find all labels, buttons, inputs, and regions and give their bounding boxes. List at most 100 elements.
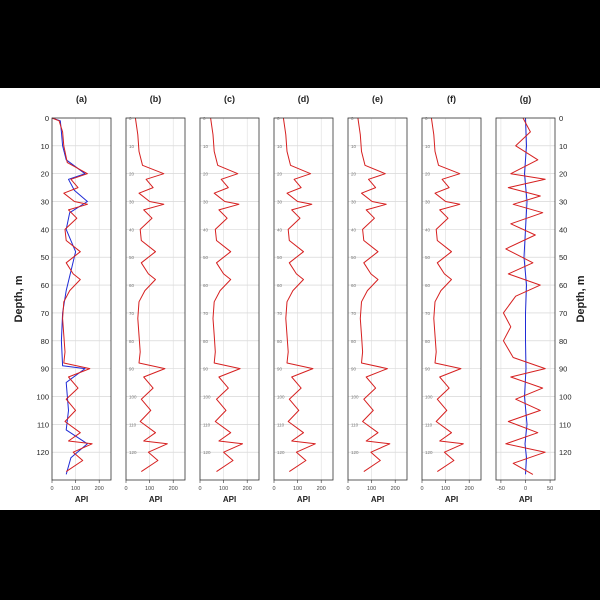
y-tick-label: 10 [559, 142, 567, 151]
y-tick-label-small: 70 [425, 311, 431, 316]
y-tick-label-small: 20 [425, 172, 431, 177]
y-tick-label: 50 [41, 253, 49, 262]
y-tick-label-small: 20 [351, 172, 357, 177]
y-tick-label-small: 90 [425, 367, 431, 372]
x-axis-label: API [75, 495, 88, 504]
panel-frame [51, 117, 112, 481]
y-tick-label-small: 90 [129, 367, 135, 372]
y-tick-label-small: 60 [277, 283, 283, 288]
panel-frame [199, 117, 260, 481]
x-axis-label: API [149, 495, 162, 504]
y-tick-label: 100 [36, 392, 49, 401]
y-tick-label-small: 50 [203, 255, 209, 260]
y-tick-label-small: 100 [129, 394, 137, 399]
series-line-c-0 [210, 117, 243, 473]
x-tick-label: 100 [367, 486, 376, 492]
y-tick-label-small: 10 [277, 144, 283, 149]
series-line-b-0 [134, 117, 168, 473]
y-tick-label-small: 30 [203, 200, 209, 205]
series-line-d-0 [282, 117, 316, 473]
y-tick-label-small: 80 [277, 339, 283, 344]
y-tick-label: 110 [559, 420, 571, 429]
figure-panel: (a) 0 100 200 API 0 10 20 30 40 50 60 70 80 90 100 110 12… [0, 88, 600, 510]
x-axis-label: API [445, 495, 458, 504]
y-tick-label-small: 50 [425, 255, 431, 260]
x-axis-label: API [223, 495, 236, 504]
y-tick-label: 0 [45, 114, 49, 123]
y-tick-label-small: 60 [203, 283, 209, 288]
y-tick-label: 10 [41, 142, 49, 151]
panel-label: (d) [298, 94, 310, 104]
y-tick-label-small: 90 [203, 367, 209, 372]
y-tick-label-small: 80 [129, 339, 135, 344]
y-tick-label-small: 10 [129, 144, 135, 149]
y-tick-label-small: 100 [351, 394, 359, 399]
x-tick-label: -50 [497, 486, 505, 492]
x-tick-label: 0 [124, 486, 127, 492]
panel-label: (a) [76, 94, 87, 104]
y-tick-label-small: 100 [425, 394, 433, 399]
panel-label: (b) [150, 94, 162, 104]
y-tick-label-small: 100 [203, 394, 211, 399]
series-line-f-0 [430, 117, 464, 473]
x-axis-label: API [297, 495, 310, 504]
panel-label: (f) [447, 94, 456, 104]
y-tick-label-small: 50 [351, 255, 357, 260]
y-tick-label-small: 110 [129, 422, 137, 427]
y-tick-label-small: 120 [129, 450, 137, 455]
panel-label: (e) [372, 94, 383, 104]
y-tick-label-small: 20 [277, 172, 283, 177]
y-tick-label: 20 [41, 170, 49, 179]
x-tick-label: 200 [391, 486, 400, 492]
y-tick-label-small: 70 [129, 311, 135, 316]
x-tick-label: 0 [198, 486, 201, 492]
x-tick-label: 100 [219, 486, 228, 492]
x-tick-label: 200 [243, 486, 252, 492]
y-tick-label: 30 [41, 198, 49, 207]
x-tick-label: 100 [293, 486, 302, 492]
y-tick-label-small: 50 [277, 255, 283, 260]
x-tick-label: 100 [441, 486, 450, 492]
y-tick-label-small: 0 [277, 116, 280, 121]
y-tick-label: 100 [559, 392, 572, 401]
y-tick-label-small: 40 [203, 227, 209, 232]
y-tick-label-small: 110 [351, 422, 359, 427]
x-axis-label: API [371, 495, 384, 504]
y-tick-label-small: 120 [351, 450, 359, 455]
y-tick-label-small: 10 [203, 144, 209, 149]
y-tick-label-small: 70 [351, 311, 357, 316]
series-line-a-0 [51, 117, 88, 475]
x-tick-label: 100 [71, 486, 80, 492]
y-tick-label-small: 80 [203, 339, 209, 344]
y-tick-label: 70 [41, 309, 49, 318]
y-tick-label-small: 40 [129, 227, 135, 232]
y-tick-label-small: 30 [425, 200, 431, 205]
series-line-e-0 [357, 117, 391, 473]
x-tick-label: 0 [420, 486, 423, 492]
x-tick-label: 50 [547, 486, 553, 492]
y-tick-label: 120 [559, 448, 572, 457]
y-tick-label-small: 20 [203, 172, 209, 177]
x-tick-label: 0 [272, 486, 275, 492]
y-tick-label-small: 60 [351, 283, 357, 288]
y-tick-label-small: 70 [277, 311, 283, 316]
y-tick-label-small: 120 [277, 450, 285, 455]
x-axis-label: API [519, 495, 532, 504]
y-tick-label-small: 50 [129, 255, 135, 260]
y-tick-label: 40 [559, 225, 567, 234]
y-tick-label-small: 110 [425, 422, 433, 427]
y-tick-label-small: 80 [351, 339, 357, 344]
y-tick-label-small: 120 [203, 450, 211, 455]
y-tick-label-small: 120 [425, 450, 433, 455]
y-tick-label-small: 90 [277, 367, 283, 372]
y-tick-label-small: 0 [351, 116, 354, 121]
y-tick-label-small: 20 [129, 172, 135, 177]
y-tick-label-small: 40 [351, 227, 357, 232]
panel-frame [347, 117, 408, 481]
y-axis-label-left: Depth, m [13, 275, 25, 322]
y-tick-label-small: 60 [129, 283, 135, 288]
y-tick-label-small: 0 [203, 116, 206, 121]
x-tick-label: 100 [145, 486, 154, 492]
x-tick-label: 200 [95, 486, 104, 492]
